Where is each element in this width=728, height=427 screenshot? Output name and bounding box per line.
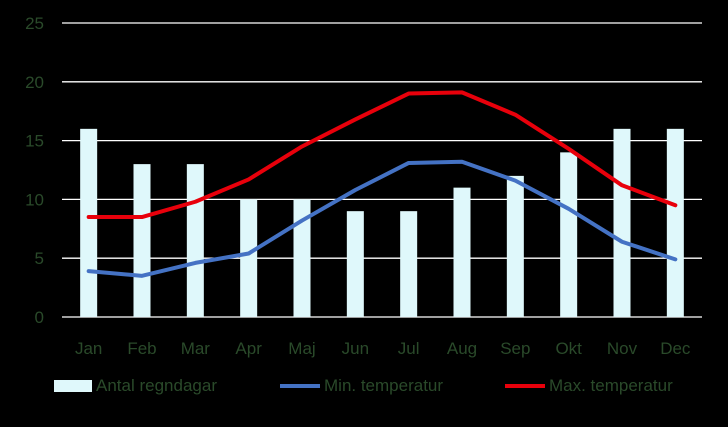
legend-swatch-max-temp [505,384,545,388]
bar-rain-days [293,199,311,317]
y-tick-label: 15 [25,132,44,151]
legend-swatch-min-temp [280,384,320,388]
bar-rain-days [240,199,258,317]
x-tick-label: Apr [235,339,262,358]
legend: Antal regndagar Min. temperatur Max. tem… [0,370,728,402]
legend-label-min-temp: Min. temperatur [324,376,444,395]
x-tick-label: Mar [181,339,211,358]
x-tick-label: Okt [555,339,582,358]
x-tick-label: Nov [607,339,638,358]
y-tick-label: 20 [25,73,44,92]
line-min-temp [86,159,678,278]
x-tick-label: Jul [398,339,420,358]
bar-rain-days [133,164,151,317]
x-tick-label: Jan [75,339,102,358]
bar-rain-days [666,128,684,317]
y-tick-label: 0 [35,308,44,327]
bar-rain-days [560,152,578,317]
bar-rain-days [346,211,364,317]
x-tick-label: Maj [288,339,315,358]
x-tick-label: Feb [127,339,156,358]
legend-swatch-rain-days [54,380,92,392]
legend-label-rain-days: Antal regndagar [96,376,217,395]
legend-item-rain-days: Antal regndagar [54,376,217,396]
legend-label-max-temp: Max. temperatur [549,376,673,395]
y-tick-label: 10 [25,190,44,209]
x-tick-label: Sep [500,339,530,358]
line-max-temp [86,90,678,220]
bar-rain-days [506,175,524,317]
bar-rain-days [186,164,204,317]
bar-rain-days [613,128,631,317]
y-tick-label: 25 [25,14,44,33]
x-tick-label: Jun [342,339,369,358]
x-tick-label: Dec [660,339,691,358]
y-tick-label: 5 [35,249,44,268]
bar-rain-days [400,211,418,317]
x-tick-label: Aug [447,339,477,358]
bar-rain-days [453,187,471,317]
legend-item-max-temp: Max. temperatur [505,376,673,396]
legend-item-min-temp: Min. temperatur [280,376,443,396]
bar-rain-days [80,128,98,317]
